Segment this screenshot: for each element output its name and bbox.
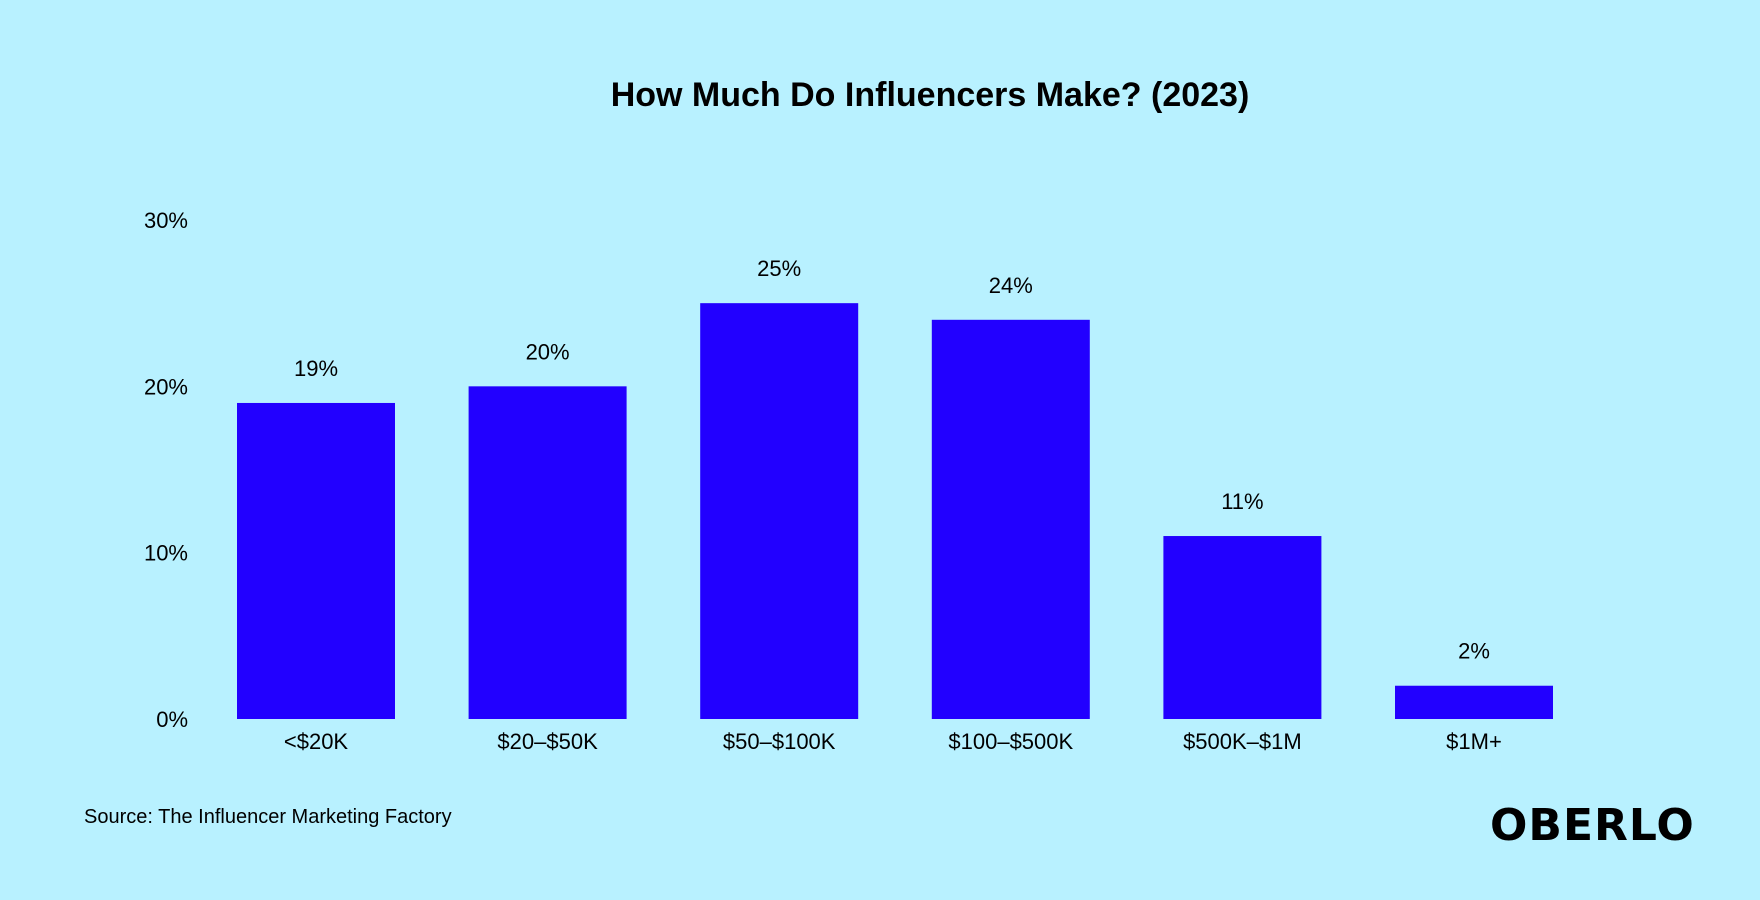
bar-value-label: 11% [1221,489,1263,514]
bar-value-label: 25% [757,256,801,281]
x-tick-label: $500K–$1M [1183,729,1302,754]
x-axis: <$20K $20–$50K $50–$100K $100–$500K $500K–$1… [284,729,1502,754]
y-tick-label: 20% [144,374,188,399]
y-tick-label: 10% [144,541,188,566]
bar[interactable] [700,303,859,719]
x-tick-label: $1M+ [1446,729,1502,754]
bar[interactable] [1395,685,1553,719]
bar-value-label: 24% [989,273,1033,298]
x-tick-label: $50–$100K [723,729,836,754]
bar[interactable] [1163,536,1322,719]
y-axis: 0% 10% 20% 30% [144,208,188,732]
bar-value-label: 19% [294,356,338,381]
bars [237,303,1553,719]
bar[interactable] [931,319,1090,719]
chart-title: How Much Do Influencers Make? (2023) [610,76,1250,114]
bar-value-label: 2% [1458,639,1490,664]
value-labels: 19% 20% 25% 24% 11% 2% [294,256,1490,664]
y-tick-label: 30% [144,208,188,233]
x-tick-label: $20–$50K [497,729,598,754]
x-tick-label: <$20K [284,729,349,754]
bar[interactable] [468,386,627,719]
bar[interactable] [237,402,395,719]
bar-value-label: 20% [526,339,570,364]
x-tick-label: $100–$500K [948,729,1073,754]
brand-logo[interactable]: OBERLO [1490,800,1695,851]
source-note: Source: The Influencer Marketing Factory [84,806,452,828]
y-tick-label: 0% [156,707,188,732]
